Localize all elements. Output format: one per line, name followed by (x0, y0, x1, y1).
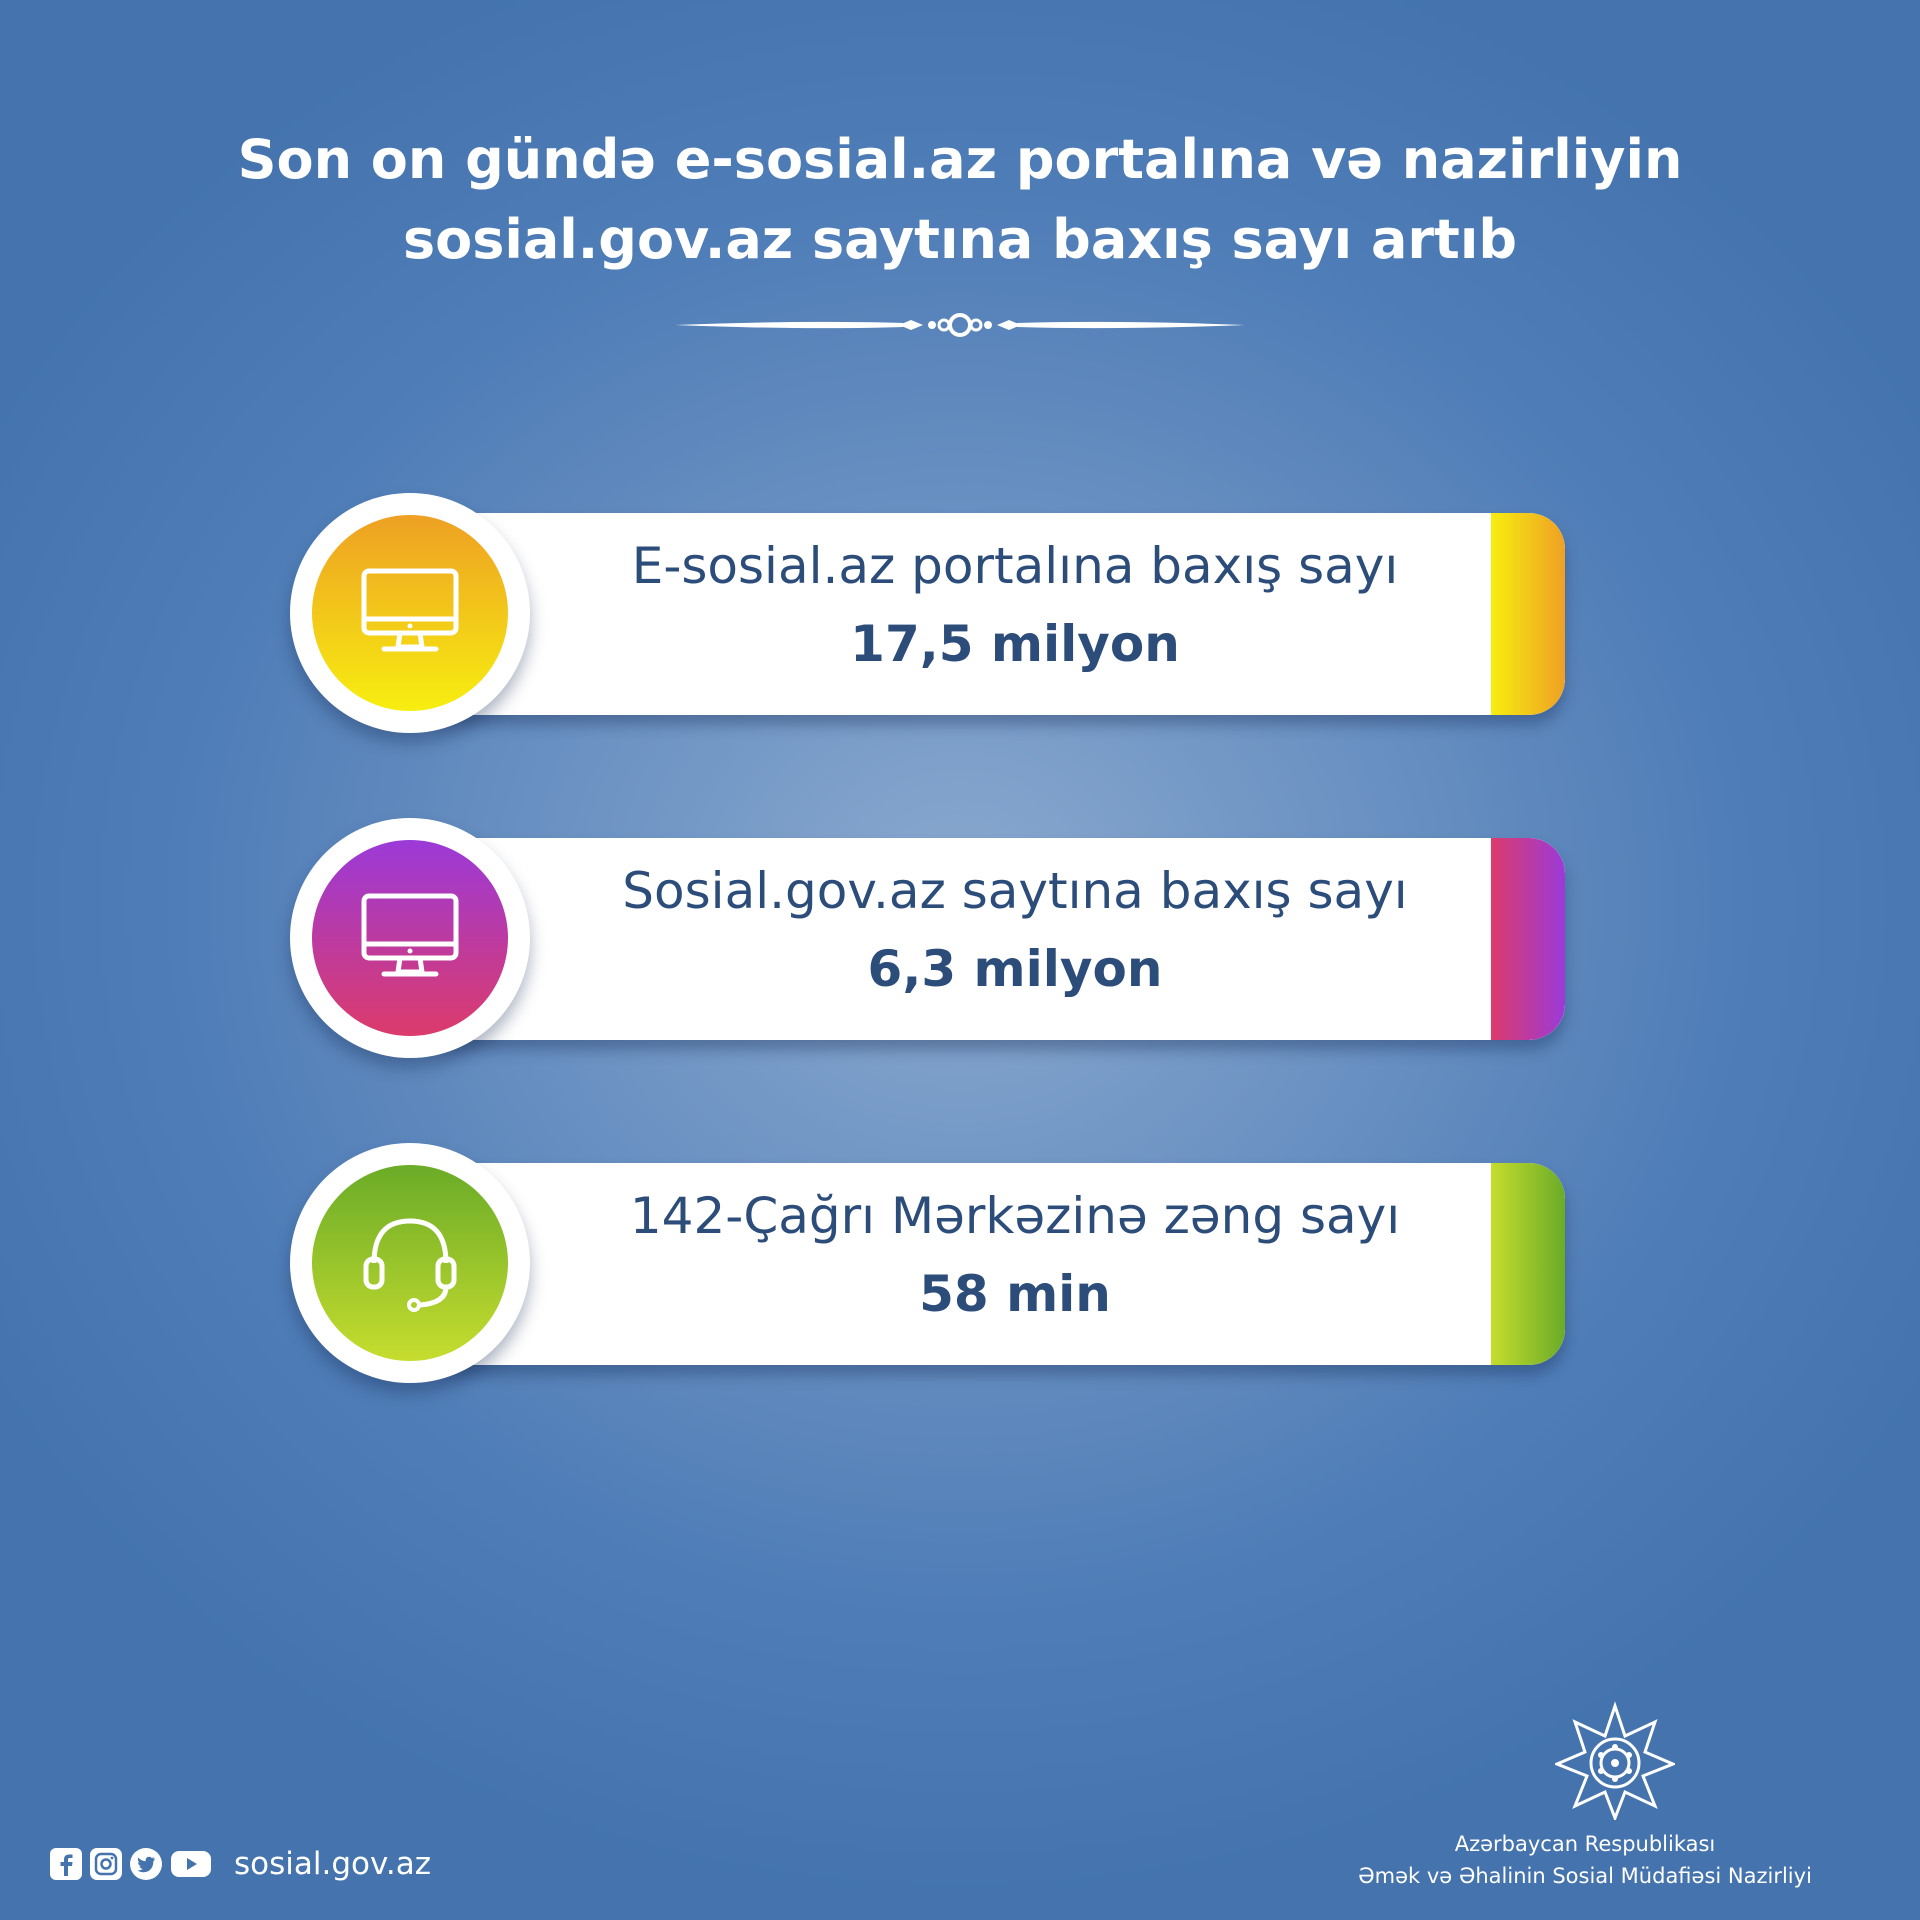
stat-label: 142-Çağrı Mərkəzinə zəng sayı (629, 1187, 1401, 1245)
stat-card-sosialgov: Sosial.gov.az saytına baxış sayı 6,3 mil… (290, 818, 1590, 1058)
stat-card-bar (440, 513, 1565, 715)
ministry-line-2: Əmək və Əhalinin Sosial Müdafiəsi Nazirl… (1358, 1864, 1812, 1888)
stat-card-stripe (1491, 838, 1565, 1040)
stat-card-callcenter: 142-Çağrı Mərkəzinə zəng sayı 58 min (290, 1143, 1590, 1383)
monitor-icon (361, 568, 459, 652)
stat-value: 17,5 milyon (850, 615, 1180, 673)
stat-value: 6,3 milyon (867, 940, 1163, 998)
site-url[interactable]: sosial.gov.az (234, 1846, 432, 1882)
headset-icon (363, 1218, 457, 1312)
facebook-icon[interactable] (50, 1848, 82, 1880)
stat-icon-circle (290, 818, 530, 1058)
stat-label: E-sosial.az portalına baxış sayı (631, 537, 1399, 595)
ministry-name: Azərbaycan Respublikası Əmək və Əhalinin… (1290, 1828, 1880, 1892)
instagram-icon[interactable] (90, 1848, 122, 1880)
stat-card-bar (440, 1163, 1565, 1365)
title-line-2: sosial.gov.az saytına baxış sayı artıb (402, 208, 1518, 271)
footer-social: sosial.gov.az (50, 1838, 431, 1890)
twitter-icon[interactable] (130, 1848, 162, 1880)
stat-card-stripe (1491, 513, 1565, 715)
title-line-1: Son on gündə e-sosial.az portalına və na… (237, 128, 1683, 191)
monitor-icon (361, 893, 459, 977)
stat-label: Sosial.gov.az saytına baxış sayı (622, 862, 1408, 920)
stat-icon-circle (290, 493, 530, 733)
stat-card-esosial: E-sosial.az portalına baxış sayı 17,5 mi… (290, 493, 1590, 733)
ministry-line-1: Azərbaycan Respublikası (1454, 1832, 1716, 1856)
youtube-icon[interactable] (170, 1848, 212, 1880)
stat-icon-circle (290, 1143, 530, 1383)
stat-card-stripe (1491, 1163, 1565, 1365)
ministry-emblem-icon (1555, 1701, 1675, 1820)
stat-value: 58 min (919, 1265, 1111, 1323)
stat-card-bar (440, 838, 1565, 1040)
ornament-divider (675, 313, 1245, 337)
page-title: Son on gündə e-sosial.az portalına və na… (0, 120, 1920, 280)
